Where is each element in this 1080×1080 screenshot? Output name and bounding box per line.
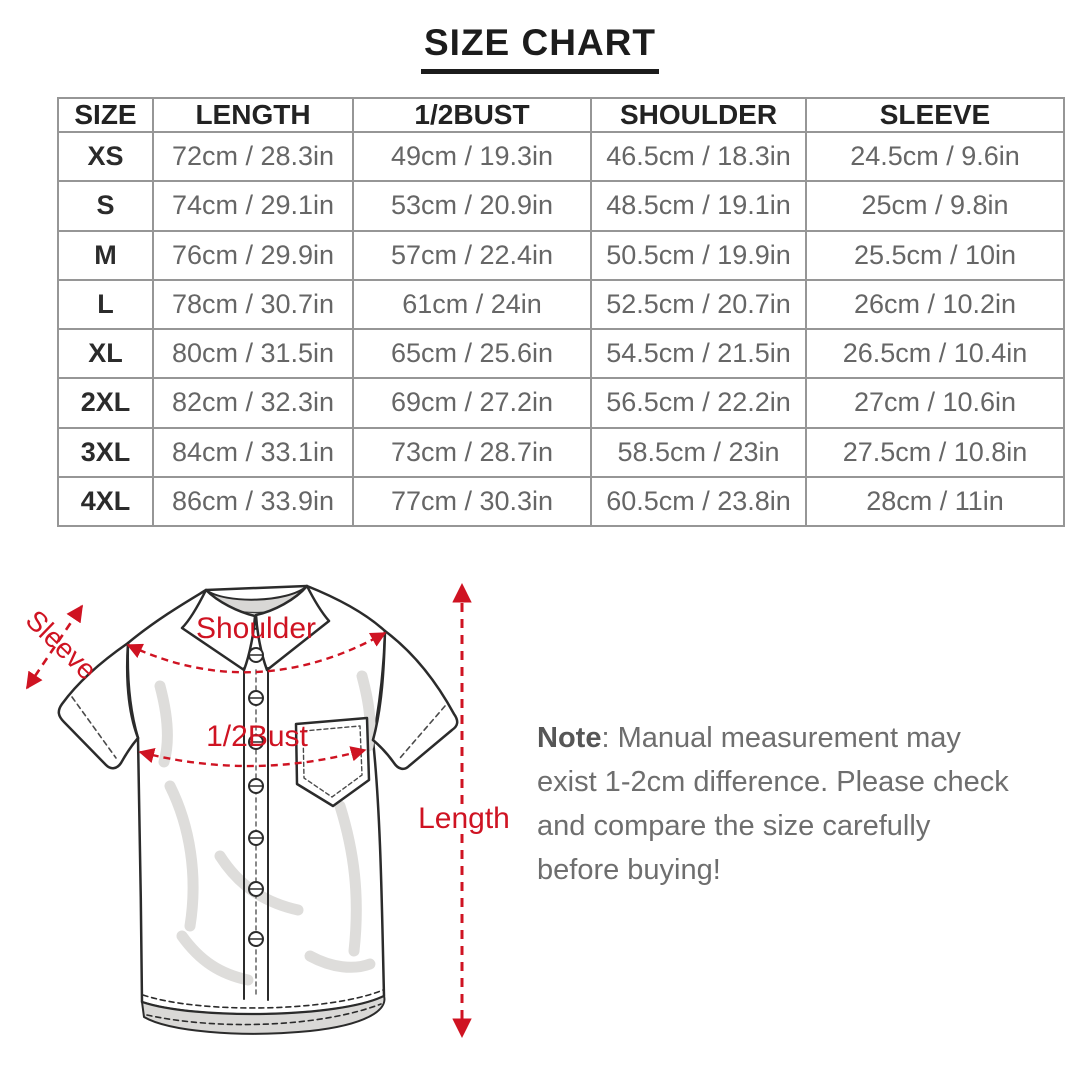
measurement-cell: 54.5cm / 21.5in: [590, 327, 807, 380]
hem-band: [141, 995, 386, 1035]
table-header-row: SIZE LENGTH 1/2BUST SHOULDER SLEEVE: [57, 97, 1065, 133]
buttons: [248, 647, 264, 947]
table-row: XS 72cm / 28.3in 49cm / 19.3in 46.5cm / …: [57, 130, 1065, 183]
measurement-cell: 69cm / 27.2in: [352, 377, 592, 429]
col-header-size: SIZE: [57, 97, 154, 133]
right-cuff-stitch: [399, 705, 446, 759]
size-cell: S: [57, 180, 154, 232]
table-row: M 76cm / 29.9in 57cm / 22.4in 50.5cm / 1…: [57, 229, 1065, 281]
measurement-cell: 26.5cm / 10.4in: [805, 327, 1065, 380]
shoulder-label: Shoulder: [196, 612, 316, 645]
note-text: Note: Manual measurement may exist 1-2cm…: [537, 716, 1015, 892]
note-body: : Manual measurement may exist 1-2cm dif…: [537, 722, 1009, 887]
measurement-cell: 84cm / 33.1in: [152, 426, 354, 478]
page-title: SIZE CHART: [421, 22, 659, 74]
note-label: Note: [537, 722, 602, 754]
measurement-cell: 50.5cm / 19.9in: [590, 229, 807, 281]
measurement-cell: 24.5cm / 9.6in: [805, 130, 1065, 183]
hem-stitch-top: [142, 989, 384, 1009]
table-row: XL 80cm / 31.5in 65cm / 25.6in 54.5cm / …: [57, 327, 1065, 380]
measurement-cell: 80cm / 31.5in: [152, 327, 354, 380]
left-cuff-stitch: [71, 696, 117, 759]
measurement-cell: 77cm / 30.3in: [352, 475, 592, 528]
measurement-cell: 76cm / 29.9in: [152, 229, 354, 281]
measurement-cell: 25cm / 9.8in: [805, 180, 1065, 232]
measurement-cell: 78cm / 30.7in: [152, 278, 354, 331]
measurement-cell: 46.5cm / 18.3in: [590, 130, 807, 183]
measurement-cell: 74cm / 29.1in: [152, 180, 354, 232]
table-row: 2XL 82cm / 32.3in 69cm / 27.2in 56.5cm /…: [57, 377, 1065, 429]
measurement-cell: 86cm / 33.9in: [152, 475, 354, 528]
measurement-cell: 27.5cm / 10.8in: [805, 426, 1065, 478]
size-cell: XL: [57, 327, 154, 380]
measurement-cell: 49cm / 19.3in: [352, 130, 592, 183]
measurement-cell: 27cm / 10.6in: [805, 377, 1065, 429]
measurement-cell: 61cm / 24in: [352, 278, 592, 331]
col-header-bust: 1/2BUST: [352, 97, 592, 133]
sleeve-label: Sleeve: [20, 604, 103, 686]
measurement-cell: 73cm / 28.7in: [352, 426, 592, 478]
col-header-sleeve: SLEEVE: [805, 97, 1065, 133]
measurement-cell: 25.5cm / 10in: [805, 229, 1065, 281]
table-row: L 78cm / 30.7in 61cm / 24in 52.5cm / 20.…: [57, 278, 1065, 331]
measurement-cell: 72cm / 28.3in: [152, 130, 354, 183]
half-bust-arrow: [138, 746, 367, 768]
table-row: 3XL 84cm / 33.1in 73cm / 28.7in 58.5cm /…: [57, 426, 1065, 478]
measurement-cell: 60.5cm / 23.8in: [590, 475, 807, 528]
size-cell: L: [57, 278, 154, 331]
right-sleeve: [371, 629, 459, 771]
measurement-cell: 26cm / 10.2in: [805, 278, 1065, 331]
hem-stitch-bottom: [146, 1003, 382, 1026]
size-cell: 4XL: [57, 475, 154, 528]
half-bust-label: 1/2Bust: [206, 720, 308, 753]
measurement-cell: 52.5cm / 20.7in: [590, 278, 807, 331]
col-header-shoulder: SHOULDER: [590, 97, 807, 133]
measurement-cell: 48.5cm / 19.1in: [590, 180, 807, 232]
measurement-cell: 58.5cm / 23in: [590, 426, 807, 478]
shirt-illustration: [57, 584, 459, 1035]
table-row: S 74cm / 29.1in 53cm / 20.9in 48.5cm / 1…: [57, 180, 1065, 232]
pocket-stitch: [302, 725, 363, 798]
size-cell: 2XL: [57, 377, 154, 429]
table-row: 4XL 86cm / 33.9in 77cm / 30.3in 60.5cm /…: [57, 475, 1065, 528]
length-label: Length: [418, 802, 510, 835]
col-header-length: LENGTH: [152, 97, 354, 133]
measurement-cell: 57cm / 22.4in: [352, 229, 592, 281]
measurement-cell: 53cm / 20.9in: [352, 180, 592, 232]
size-cell: 3XL: [57, 426, 154, 478]
size-cell: M: [57, 229, 154, 281]
measurement-cell: 28cm / 11in: [805, 475, 1065, 528]
left-sleeve: [57, 641, 140, 770]
measurement-cell: 65cm / 25.6in: [352, 327, 592, 380]
measurement-cell: 56.5cm / 22.2in: [590, 377, 807, 429]
size-table: SIZE LENGTH 1/2BUST SHOULDER SLEEVE XS 7…: [57, 97, 1065, 528]
size-cell: XS: [57, 130, 154, 183]
sleeve-arrow: [25, 604, 84, 690]
measurement-cell: 82cm / 32.3in: [152, 377, 354, 429]
shoulder-arrow: [126, 631, 387, 674]
page-title-wrap: SIZE CHART: [0, 22, 1080, 74]
shirt-measurement-diagram: Sleeve Shoulder 1/2Bust Length: [20, 583, 510, 1038]
